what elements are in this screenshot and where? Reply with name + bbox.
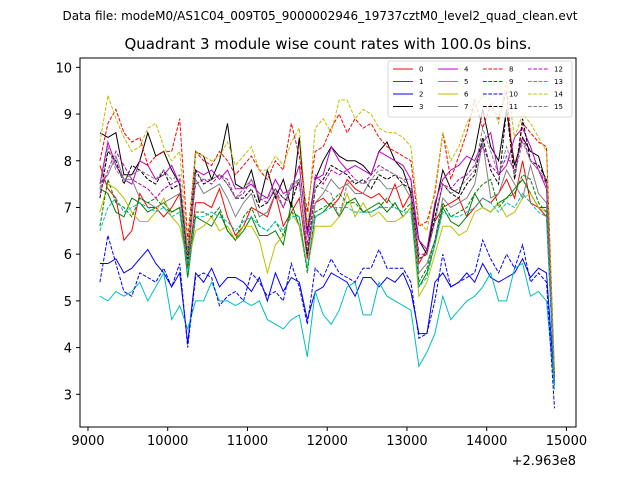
legend-label-15: 15 — [554, 103, 563, 111]
x-tick-label-13000: 13000 — [386, 434, 427, 449]
legend-label-3: 3 — [419, 103, 423, 111]
legend-label-14: 14 — [554, 91, 563, 99]
legend-label-4: 4 — [464, 66, 469, 74]
x-tick-label-11000: 11000 — [227, 434, 268, 449]
y-tick-label-3: 3 — [64, 388, 72, 403]
x-tick-label-9000: 9000 — [71, 434, 104, 449]
legend-label-11: 11 — [509, 103, 518, 111]
x-tick-label-10000: 10000 — [147, 434, 188, 449]
y-tick-label-7: 7 — [64, 201, 72, 216]
series-line-9 — [99, 174, 555, 386]
y-tick-label-5: 5 — [64, 295, 72, 310]
legend-label-9: 9 — [509, 78, 513, 86]
legend-label-7: 7 — [464, 103, 468, 111]
series-line-13 — [99, 192, 555, 386]
x-tick-label-12000: 12000 — [307, 434, 348, 449]
plot-frame — [79, 57, 577, 428]
series-line-15 — [99, 126, 555, 381]
axis-layer: 9000 10000 11000 12000 13000 14000 15000 3 4 5 6 7 8… — [55, 61, 587, 449]
legend-label-10: 10 — [509, 91, 518, 99]
y-tick-label-8: 8 — [64, 155, 72, 170]
series-line-10 — [99, 235, 555, 409]
figure-suptitle: Data file: modeM0/AS1C04_009T05_90000029… — [62, 9, 577, 23]
x-offset-text: +2.963e8 — [512, 454, 576, 469]
chart-title: Quadrant 3 module wise count rates with … — [124, 35, 531, 53]
legend-label-12: 12 — [554, 66, 563, 74]
y-tick-label-4: 4 — [64, 342, 72, 357]
series-line-2 — [99, 248, 555, 386]
legend-label-1: 1 — [419, 78, 423, 86]
series-line-11 — [99, 109, 555, 381]
series-line-1 — [99, 178, 555, 386]
series-line-5 — [99, 262, 555, 390]
x-tick-label-14000: 14000 — [466, 434, 507, 449]
series-line-12 — [99, 135, 555, 381]
legend-label-5: 5 — [464, 78, 468, 86]
legend-label-8: 8 — [509, 66, 513, 74]
y-tick-label-6: 6 — [64, 248, 72, 263]
x-tick-label-15000: 15000 — [546, 434, 587, 449]
legend-frame — [387, 60, 573, 118]
series-line-6 — [99, 183, 555, 376]
y-tick-label-9: 9 — [64, 108, 72, 123]
legend-label-0: 0 — [419, 66, 423, 74]
y-tick-label-10: 10 — [55, 61, 72, 76]
legend-label-6: 6 — [464, 91, 469, 99]
legend-label-2: 2 — [419, 91, 423, 99]
series-line-3 — [99, 109, 555, 376]
series-layer — [99, 81, 555, 409]
series-line-8 — [99, 90, 555, 376]
legend-label-13: 13 — [554, 78, 563, 86]
series-line-7 — [99, 142, 555, 386]
